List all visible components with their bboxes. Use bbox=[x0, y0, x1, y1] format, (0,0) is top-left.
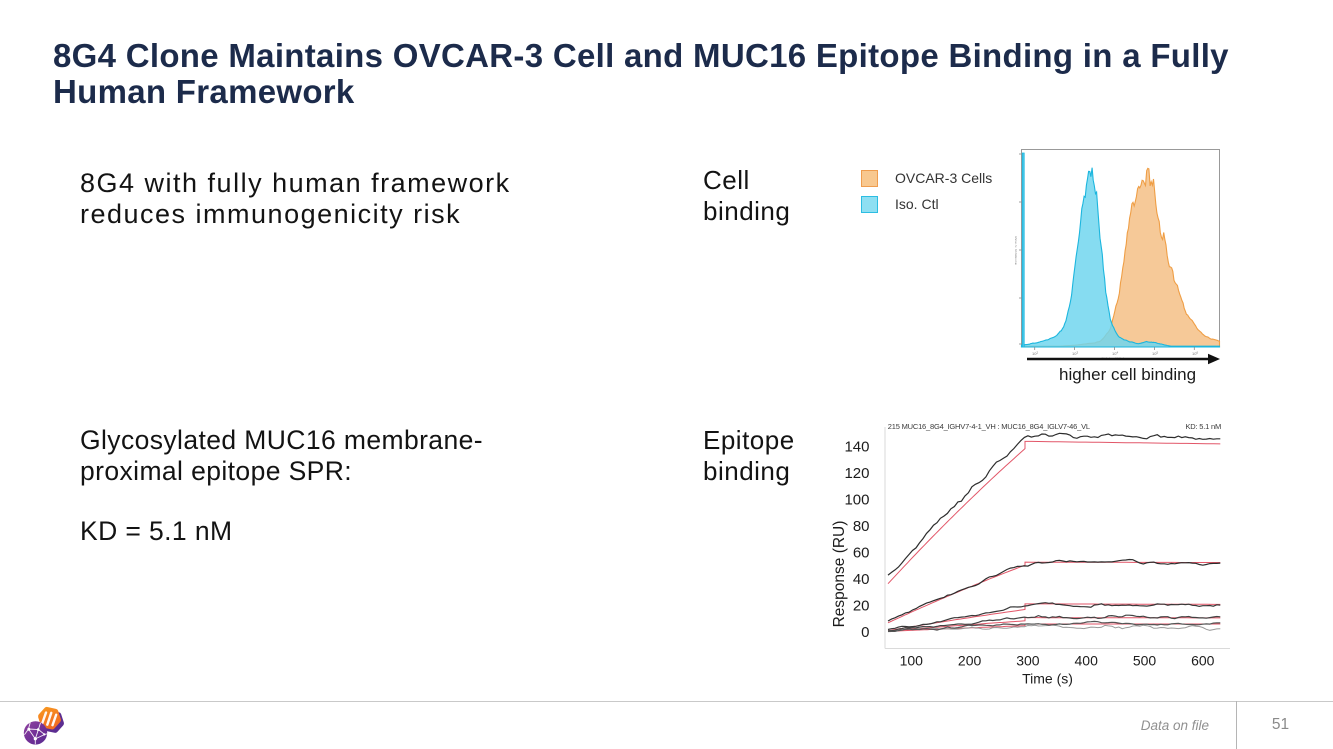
svg-text:100: 100 bbox=[900, 652, 924, 668]
svg-text:40: 40 bbox=[853, 571, 870, 588]
svg-text:600: 600 bbox=[1191, 652, 1215, 668]
svg-text:100: 100 bbox=[844, 491, 869, 508]
svg-text:80: 80 bbox=[853, 518, 870, 535]
svg-text:0: 0 bbox=[861, 624, 869, 641]
svg-text:120: 120 bbox=[844, 465, 869, 482]
svg-text:106: 106 bbox=[1192, 351, 1198, 357]
svg-text:500: 500 bbox=[1133, 652, 1157, 668]
svg-text:KD: 5.1 nM: KD: 5.1 nM bbox=[1185, 422, 1221, 431]
svg-text:140: 140 bbox=[844, 438, 869, 455]
svg-text:200: 200 bbox=[958, 652, 982, 668]
svg-text:Time (s): Time (s) bbox=[1022, 671, 1073, 687]
svg-text:Response (RU): Response (RU) bbox=[831, 521, 848, 628]
svg-text:400: 400 bbox=[1075, 652, 1099, 668]
svg-text:102: 102 bbox=[1032, 351, 1038, 357]
svg-text:103: 103 bbox=[1072, 351, 1078, 357]
svg-text:20: 20 bbox=[853, 597, 870, 614]
svg-text:300: 300 bbox=[1016, 652, 1040, 668]
svg-text:215 MUC16_8G4_IGHV7-4-1_VH : M: 215 MUC16_8G4_IGHV7-4-1_VH : MUC16_8G4_I… bbox=[888, 422, 1090, 431]
svg-text:104: 104 bbox=[1112, 351, 1118, 357]
svg-text:105: 105 bbox=[1152, 351, 1158, 357]
svg-text:60: 60 bbox=[853, 544, 870, 561]
svg-text:Normalized To Mode: Normalized To Mode bbox=[1015, 236, 1018, 265]
